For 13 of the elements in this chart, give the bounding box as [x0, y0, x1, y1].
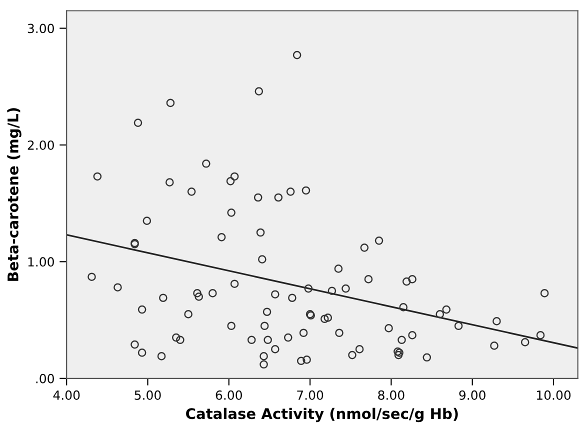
x-tick-label: 4.00 [53, 390, 80, 400]
y-tick-label: 3.00 [28, 24, 54, 34]
x-tick-label: 6.00 [216, 390, 242, 400]
y-tick-label: 2.00 [28, 140, 54, 150]
x-tick-label: 9.00 [459, 390, 486, 400]
x-tick-label: 8.00 [378, 390, 404, 400]
y-axis-title: Beta-carotene (mg/L) [7, 108, 22, 281]
y-tick-label: 1.00 [28, 257, 54, 267]
x-tick-label: 7.00 [297, 390, 324, 400]
x-tick-label: 5.00 [134, 390, 161, 400]
x-axis-title: Catalase Activity (nmol/sec/g Hb) [186, 408, 458, 422]
x-tick-label: 10.00 [536, 390, 571, 400]
y-tick-label: .00 [36, 374, 54, 384]
